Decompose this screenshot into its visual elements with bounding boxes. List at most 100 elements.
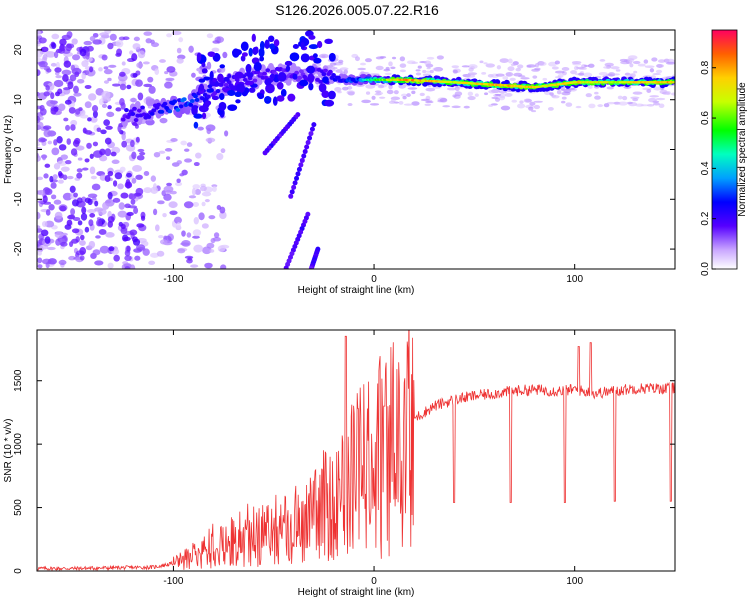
heatmap-cell [119,166,126,172]
heatmap-cell [205,137,216,143]
heatmap-cell [162,101,168,106]
heatmap-cell [374,93,382,96]
heatmap-cell [659,89,668,95]
heatmap-cell [308,82,314,91]
heatmap-cell [240,41,249,52]
heatmap-cell [599,59,606,62]
heatmap-cell [269,43,276,50]
heatmap-cell [223,76,230,82]
heatmap-cell [411,101,420,106]
heatmap-cell [60,241,68,247]
heatmap-cell [426,56,435,60]
heatmap-cell [300,53,310,63]
heatmap-cell [174,216,182,224]
heatmap-cell [103,80,109,84]
heatmap-cell [264,78,272,86]
snr-y-axis-label: SNR (10 * v/v) [3,419,14,483]
heatmap-cell [146,114,152,119]
heatmap-cell [291,184,297,190]
heatmap-cell [488,104,493,107]
heatmap-cell [37,154,41,162]
heatmap-cell [259,56,265,62]
heatmap-cell [175,107,181,112]
heatmap-cell [257,93,265,100]
heatmap-cell [104,137,112,145]
heatmap-cell [53,79,64,88]
heatmap-cell [157,200,165,205]
heatmap-cell [108,64,117,68]
heatmap-cell [500,105,511,111]
heatmap-cell [672,81,675,84]
heatmap-cell [89,36,96,42]
heatmap-cell [194,97,200,102]
heatmap-cell [388,100,396,104]
heatmap-cell [354,56,360,62]
heatmap-cell [98,98,104,106]
heatmap-cell [384,72,392,76]
heatmap-cell [154,68,160,75]
heatmap-cell [191,105,198,116]
heatmap-cell [81,60,89,68]
heatmap-cell [307,135,313,141]
heatmap-cell [89,153,94,159]
heatmap-cell [364,58,372,63]
heatmap-cell [121,61,126,66]
snr-y-tick-label: 1000 [13,433,24,456]
heatmap-cell [192,229,202,237]
heatmap-cell [126,245,131,252]
heatmap-cell [154,105,160,110]
heatmap-cell [40,46,49,53]
heatmap-cell [188,102,194,107]
heatmap-cell [588,103,596,109]
heatmap-cell [73,92,82,97]
heatmap-cell [240,55,246,62]
heatmap-cell [651,57,658,62]
heatmap-cell [279,73,286,80]
heatmap-cell [223,82,229,87]
heatmap-cell [134,101,141,110]
heatmap-cell [251,33,256,42]
heatmap-cell [509,77,516,81]
heatmap-cell [198,83,205,91]
heatmap-cell [549,92,554,96]
heatmap-cell [391,56,397,60]
heatmap-cell [298,162,304,168]
heatmap-cell [37,50,43,58]
heatmap-cell [525,99,532,103]
heatmap-cell [60,154,69,160]
heatmap-cell [72,139,80,147]
heatmap-cell [495,73,505,77]
heatmap-cell [40,229,49,237]
heatmap-cell [107,262,114,269]
heatmap-cell [71,228,80,234]
heatmap-cell [106,111,115,118]
heatmap-cell [316,40,323,49]
heatmap-cell [159,109,165,114]
heatmap-cell [65,124,71,131]
heatmap-cell [542,77,548,81]
heatmap-cell [446,87,457,91]
heatmap-cell [565,102,573,107]
heatmap-cell [388,61,393,67]
heatmap-cell [269,73,276,79]
heatmap-cell [37,116,41,124]
heatmap-cell [158,235,164,239]
heatmap-cell [468,67,474,72]
heatmap-cell [424,60,432,66]
heatmap-cell [235,99,241,104]
heatmap-cell [190,264,199,268]
heatmap-cell [120,117,126,122]
heatmap-cell [79,48,87,57]
heatmap-cell [307,272,312,277]
heatmap-cell [426,67,431,70]
snr-x-axis-label: Height of straight line (km) [298,587,415,598]
heatmap-cell [72,54,81,61]
heatmap-cell [415,69,421,72]
heatmap-cell [120,223,126,230]
heatmap-cell [130,111,136,116]
heatmap-cell [76,172,83,179]
heatmap-cell [561,67,570,71]
heatmap-cell [575,105,582,109]
heatmap-cell [151,108,157,113]
heatmap-cell [575,66,585,69]
